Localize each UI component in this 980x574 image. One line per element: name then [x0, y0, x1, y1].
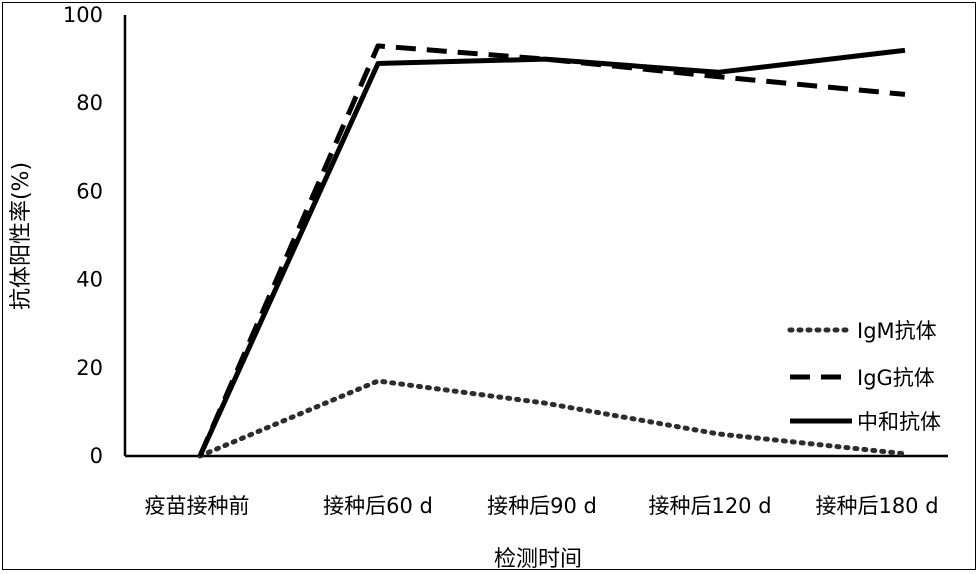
x-category-labels: 疫苗接种前 接种后60 d 接种后90 d 接种后120 d 接种后180 d [145, 494, 939, 518]
y-axis-title: 抗体阳性率(%) [9, 162, 34, 310]
x-category-label: 接种后120 d [648, 494, 771, 518]
series-line-solid [197, 47, 906, 458]
y-tick-label: 0 [90, 444, 103, 468]
y-tick-label: 40 [76, 268, 103, 292]
y-tick-label: 20 [76, 356, 103, 380]
series-line-dotted [197, 378, 908, 459]
x-category-label: 接种后60 d [323, 494, 433, 518]
x-category-label: 接种后90 d [487, 494, 597, 518]
legend-label: 中和抗体 [857, 410, 941, 434]
y-tick-label: 100 [63, 3, 103, 27]
y-tick-labels: 0 20 40 60 80 100 [63, 3, 103, 468]
x-category-label: 接种后180 d [815, 494, 938, 518]
axes [123, 15, 948, 458]
series-group [197, 43, 908, 459]
legend-label: IgM抗体 [857, 319, 937, 343]
x-axis-title: 检测时间 [494, 547, 582, 572]
y-tick-label: 80 [76, 91, 103, 115]
series-line-dashed [197, 43, 906, 457]
y-tick-label: 60 [76, 179, 103, 203]
legend-label: IgG抗体 [857, 366, 935, 390]
x-category-label: 疫苗接种前 [145, 494, 250, 518]
